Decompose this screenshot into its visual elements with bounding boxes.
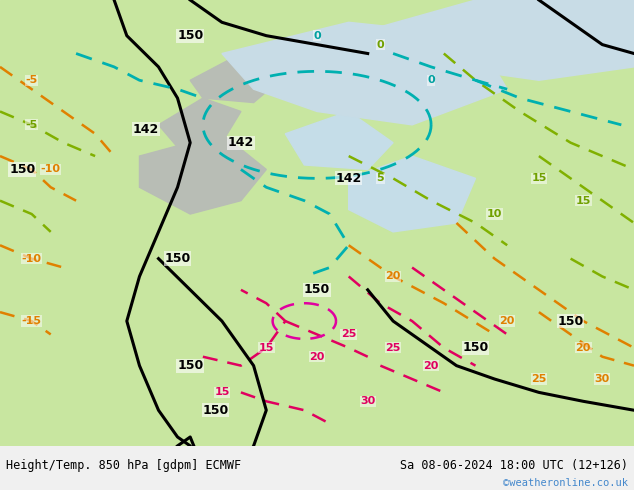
Text: 20: 20 bbox=[309, 352, 325, 362]
Text: 10: 10 bbox=[487, 209, 502, 219]
Text: 20: 20 bbox=[424, 361, 439, 370]
Polygon shape bbox=[285, 112, 393, 170]
Text: 150: 150 bbox=[9, 163, 36, 176]
Text: 15: 15 bbox=[576, 196, 591, 206]
Text: 0: 0 bbox=[427, 75, 435, 85]
Text: 142: 142 bbox=[335, 172, 362, 185]
Text: 30: 30 bbox=[595, 374, 610, 384]
Text: 0: 0 bbox=[313, 31, 321, 41]
Text: 20: 20 bbox=[500, 316, 515, 326]
Text: -5: -5 bbox=[25, 120, 38, 130]
Text: 25: 25 bbox=[531, 374, 547, 384]
Text: -10: -10 bbox=[41, 165, 61, 174]
Text: Sa 08-06-2024 18:00 UTC (12+126): Sa 08-06-2024 18:00 UTC (12+126) bbox=[399, 459, 628, 472]
Text: 15: 15 bbox=[531, 173, 547, 183]
Text: 25: 25 bbox=[385, 343, 401, 353]
Text: 0: 0 bbox=[377, 40, 384, 49]
Text: 150: 150 bbox=[304, 283, 330, 296]
Text: 30: 30 bbox=[360, 396, 375, 406]
Text: ©weatheronline.co.uk: ©weatheronline.co.uk bbox=[503, 478, 628, 488]
Polygon shape bbox=[349, 156, 476, 232]
Text: 150: 150 bbox=[177, 359, 204, 372]
Text: 150: 150 bbox=[462, 342, 489, 354]
Text: 150: 150 bbox=[557, 315, 584, 327]
Text: 142: 142 bbox=[133, 123, 159, 136]
Polygon shape bbox=[190, 53, 285, 102]
Text: 5: 5 bbox=[377, 173, 384, 183]
Text: 15: 15 bbox=[214, 388, 230, 397]
Text: Height/Temp. 850 hPa [gdpm] ECMWF: Height/Temp. 850 hPa [gdpm] ECMWF bbox=[6, 459, 242, 472]
Text: 25: 25 bbox=[341, 329, 356, 340]
Text: -10: -10 bbox=[22, 254, 42, 264]
Text: 20: 20 bbox=[385, 271, 401, 281]
Text: 150: 150 bbox=[164, 252, 191, 265]
Polygon shape bbox=[222, 22, 507, 125]
Text: -5: -5 bbox=[25, 75, 38, 85]
Polygon shape bbox=[139, 134, 266, 214]
Text: 150: 150 bbox=[177, 29, 204, 42]
Polygon shape bbox=[349, 0, 634, 80]
Text: 15: 15 bbox=[259, 343, 274, 353]
Text: -15: -15 bbox=[22, 316, 42, 326]
Text: 20: 20 bbox=[576, 343, 591, 353]
Polygon shape bbox=[158, 98, 241, 147]
Text: 142: 142 bbox=[228, 136, 254, 149]
Text: 150: 150 bbox=[202, 404, 229, 416]
